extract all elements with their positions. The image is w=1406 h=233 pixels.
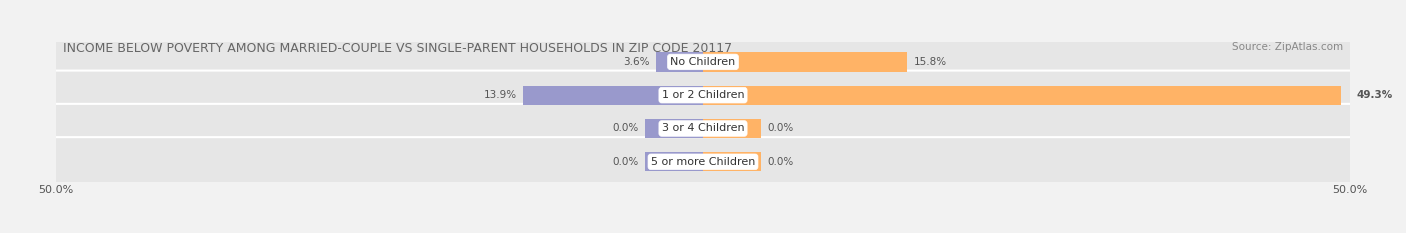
Bar: [703, 119, 761, 138]
Text: 3.6%: 3.6%: [623, 57, 650, 67]
Text: 15.8%: 15.8%: [914, 57, 948, 67]
Bar: [703, 152, 761, 171]
FancyBboxPatch shape: [52, 137, 1354, 186]
Bar: [523, 86, 703, 105]
Text: No Children: No Children: [671, 57, 735, 67]
Bar: [645, 152, 703, 171]
Text: 5 or more Children: 5 or more Children: [651, 157, 755, 167]
FancyBboxPatch shape: [52, 71, 1354, 120]
FancyBboxPatch shape: [52, 37, 1354, 86]
Text: 0.0%: 0.0%: [768, 123, 794, 134]
Text: INCOME BELOW POVERTY AMONG MARRIED-COUPLE VS SINGLE-PARENT HOUSEHOLDS IN ZIP COD: INCOME BELOW POVERTY AMONG MARRIED-COUPL…: [63, 42, 733, 55]
Text: 3 or 4 Children: 3 or 4 Children: [662, 123, 744, 134]
FancyBboxPatch shape: [52, 104, 1354, 153]
Text: 0.0%: 0.0%: [768, 157, 794, 167]
Text: 1 or 2 Children: 1 or 2 Children: [662, 90, 744, 100]
Bar: [703, 86, 1341, 105]
Bar: [703, 52, 907, 72]
Text: 0.0%: 0.0%: [612, 123, 638, 134]
Text: 0.0%: 0.0%: [612, 157, 638, 167]
Bar: [645, 119, 703, 138]
Text: 49.3%: 49.3%: [1357, 90, 1392, 100]
Bar: [657, 52, 703, 72]
Text: 13.9%: 13.9%: [484, 90, 517, 100]
Text: Source: ZipAtlas.com: Source: ZipAtlas.com: [1232, 42, 1343, 52]
